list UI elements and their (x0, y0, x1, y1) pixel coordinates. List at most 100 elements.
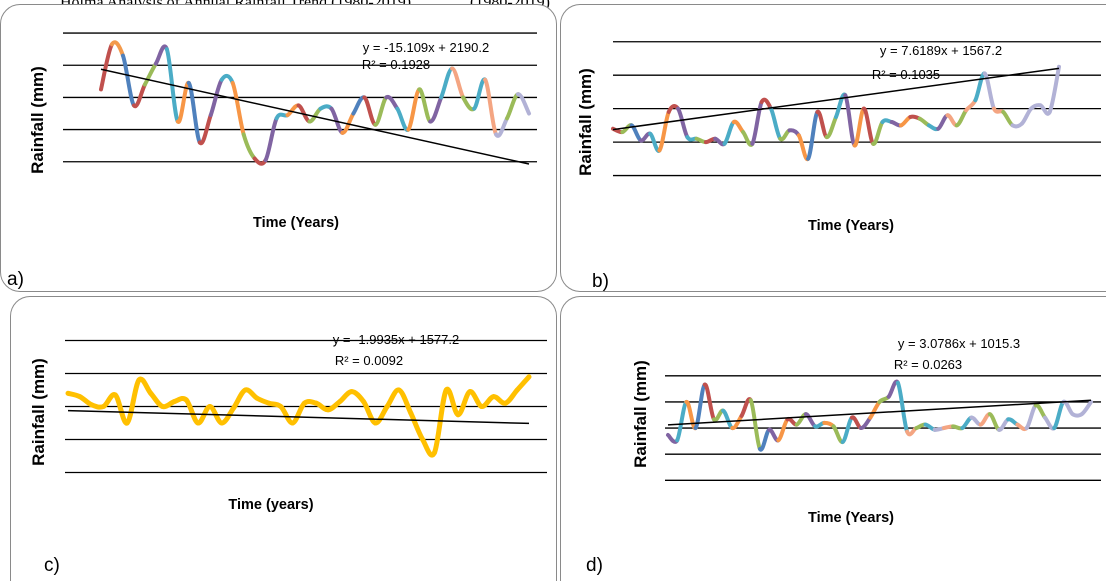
series-segment-4 (112, 392, 130, 426)
r-squared: R² = 0.0092 (335, 353, 403, 368)
chart-d-svg: y = 3.0786x + 1015.3 R² = 0.0263 Time (Yea… (631, 336, 1101, 526)
gridlines (613, 41, 1101, 177)
series-segment-31 (439, 66, 455, 100)
series-segment-34 (472, 77, 488, 111)
series-segment-14 (230, 387, 248, 411)
series-segment-40 (982, 71, 996, 111)
series-segment-21 (806, 109, 820, 161)
trend-equation: y = -15.109x + 2190.2 (363, 40, 489, 55)
series-segment-11 (219, 73, 235, 85)
series-segment-1 (675, 399, 689, 443)
series-segment-11 (767, 427, 781, 443)
series-segment-13 (241, 132, 257, 161)
series-segment-34 (978, 412, 992, 427)
series-segment-42 (1001, 109, 1015, 128)
series-segment-23 (351, 95, 367, 116)
series-segment-35 (936, 113, 950, 131)
chart-panel-a: y = -15.109x + 2190.2 R² = 0.1928 Time (Ye… (0, 4, 557, 292)
chart-b-svg: y = 7.6189x + 1567.2 R² = 0.1035 Time (Yea… (576, 41, 1101, 234)
chart-panel-d: y = 3.0786x + 1015.3 R² = 0.0263 Time (Yea… (560, 296, 1106, 581)
series-segment-6 (164, 47, 180, 124)
series-segment-37 (954, 108, 969, 128)
series-segment-21 (859, 415, 873, 431)
trend-equation: y = 3.0786x + 1015.3 (898, 336, 1020, 351)
series-segment-12 (722, 120, 736, 146)
series-segment-22 (815, 109, 829, 140)
panel-label-a: a) (7, 269, 24, 290)
series-segment-40 (1033, 403, 1048, 420)
panel-label-d: d) (586, 555, 603, 576)
series-segment-25 (895, 380, 910, 434)
panel-label-c: c) (44, 555, 60, 576)
rainfall-series (65, 374, 532, 458)
series-segment-12 (776, 417, 790, 443)
series-segment-39 (1024, 403, 1038, 431)
x-axis-label: Time (years) (228, 497, 313, 513)
gridlines (665, 375, 1101, 481)
series-segment-45 (1079, 399, 1093, 417)
series-segment-28 (871, 120, 885, 146)
series-segment-12 (230, 80, 246, 137)
x-axis-label: Time (Years) (253, 215, 339, 231)
series-segment-38 (516, 92, 531, 116)
series-segment-26 (372, 404, 390, 426)
chart-panel-c: y = -1.9935x + 1577.2 R² = 0.0092 Time (ye… (10, 296, 557, 581)
series-segment-20 (849, 415, 864, 431)
series-segment-5 (124, 377, 142, 426)
series-segment-22 (868, 399, 882, 420)
series-segment-17 (768, 106, 783, 141)
series-segment-10 (183, 397, 201, 426)
series-segment-7 (730, 413, 744, 431)
series-segment-36 (945, 113, 959, 128)
series-segment-23 (824, 115, 838, 140)
series-segment-15 (750, 99, 764, 146)
trend-line (67, 409, 530, 425)
series-segment-6 (136, 376, 154, 396)
series-segment-37 (502, 387, 520, 406)
rainfall-series (99, 40, 531, 166)
series-segment-9 (197, 113, 213, 146)
gridlines (65, 339, 547, 474)
series-segment-3 (693, 382, 707, 431)
chart-panel-b: y = 7.6189x + 1567.2 R² = 0.1035 Time (Yea… (560, 4, 1106, 292)
trend-equation: y = 7.6189x + 1567.2 (880, 43, 1002, 58)
series-segment-10 (757, 427, 772, 452)
r-squared: R² = 0.1928 (362, 57, 430, 72)
series-segment-32 (960, 415, 974, 431)
y-axis-label: Rainfall (mm) (631, 360, 650, 468)
series-segment-34 (467, 389, 485, 409)
series-segment-39 (973, 71, 987, 103)
series-segment-2 (120, 53, 136, 108)
series-segment-13 (731, 119, 746, 135)
series-segment-2 (629, 123, 643, 143)
series-segment-14 (794, 412, 808, 427)
series-segment-26 (384, 94, 400, 111)
series-segment-28 (406, 87, 422, 132)
series-segment-25 (373, 95, 389, 127)
series-segment-27 (395, 106, 411, 132)
trend-line (667, 399, 1092, 426)
series-segment-15 (263, 116, 279, 163)
series-segment-20 (796, 133, 811, 162)
series-segment-32 (450, 66, 466, 100)
series-segment-25 (843, 93, 857, 148)
series-segment-27 (384, 387, 402, 409)
y-axis-label: Rainfall (mm) (576, 68, 595, 176)
x-axis-label: Time (Years) (808, 218, 894, 234)
series-segment-27 (861, 106, 876, 146)
gridlines (63, 32, 537, 163)
series-segment-29 (417, 87, 433, 124)
series-segment-38 (514, 374, 532, 393)
series-segment-19 (840, 415, 854, 444)
series-segment-9 (748, 398, 762, 451)
series-segment-5 (657, 109, 671, 153)
trend-line (100, 68, 530, 165)
series-segment-28 (396, 387, 414, 416)
series-segment-18 (278, 404, 296, 426)
series-segment-29 (408, 410, 426, 442)
series-segment-24 (362, 95, 378, 127)
trend-line (612, 67, 1060, 131)
series-segment-7 (676, 106, 690, 140)
chart-c-svg: y = -1.9935x + 1577.2 R² = 0.0092 Time (ye… (29, 332, 547, 513)
series-segment-4 (702, 382, 716, 422)
